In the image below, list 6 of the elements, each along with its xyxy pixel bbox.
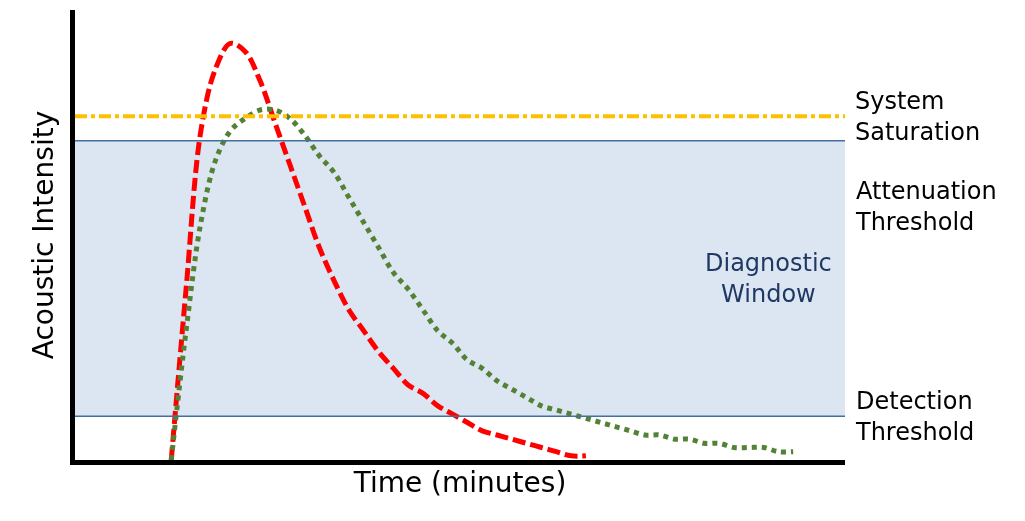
band-label: Diagnostic Window bbox=[705, 249, 832, 309]
x-axis-title: Time (minutes) bbox=[352, 466, 567, 500]
ref-line-label: Attenuation Threshold bbox=[855, 177, 997, 237]
ref-line-label: System Saturation bbox=[855, 87, 981, 147]
ref-line-label: Detection Threshold bbox=[855, 387, 975, 447]
y-axis-title: Acoustic Intensity bbox=[26, 110, 60, 360]
